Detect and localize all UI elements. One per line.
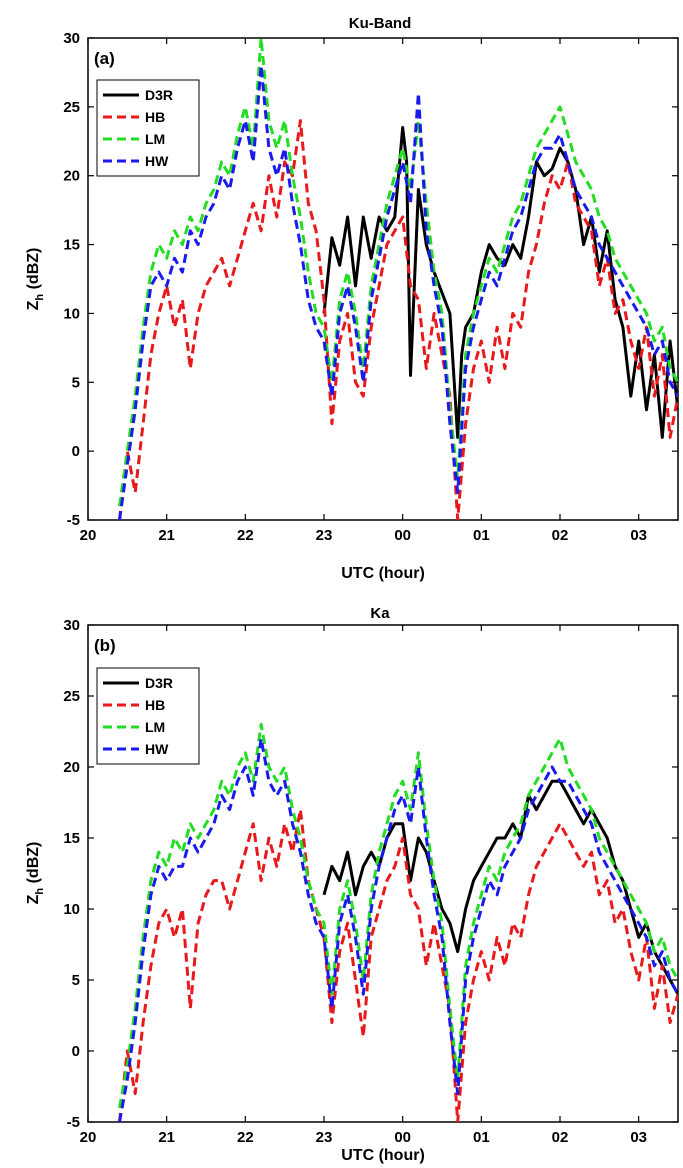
panel-label: (b) bbox=[94, 636, 116, 655]
y-tick-label: 10 bbox=[63, 901, 80, 918]
y-tick-label: -5 bbox=[67, 1114, 80, 1131]
x-tick-label: 20 bbox=[80, 1129, 97, 1146]
x-tick-label: 02 bbox=[552, 527, 569, 544]
series-line-hb bbox=[118, 119, 678, 520]
y-tick-label: 10 bbox=[63, 305, 80, 322]
y-axis-label-unit: (dBZ) bbox=[25, 248, 42, 294]
legend-label-hw: HW bbox=[145, 741, 169, 757]
legend-label-lm: LM bbox=[145, 131, 165, 147]
panel-label: (a) bbox=[94, 49, 115, 68]
x-axis-label: UTC (hour) bbox=[341, 565, 425, 582]
y-tick-label: 15 bbox=[63, 830, 80, 847]
y-axis-label-sub: h bbox=[34, 888, 46, 895]
x-tick-label: 21 bbox=[158, 1129, 175, 1146]
x-tick-label: 22 bbox=[237, 1129, 254, 1146]
series-line-hb bbox=[118, 808, 678, 1122]
legend: D3R HB LM HW bbox=[96, 667, 200, 765]
x-axis-label: UTC (hour) bbox=[341, 1147, 425, 1164]
y-tick-label: 25 bbox=[63, 99, 80, 116]
legend-label-lm: LM bbox=[145, 719, 165, 735]
series-line-lm bbox=[118, 38, 678, 507]
legend-label-hw: HW bbox=[145, 153, 169, 169]
y-axis-label: Zh (dBZ) bbox=[25, 248, 46, 311]
chart-title: Ka bbox=[370, 605, 390, 622]
y-axis-label-main: Z bbox=[25, 300, 42, 310]
y-tick-label: 5 bbox=[72, 374, 80, 391]
y-tick-label: 20 bbox=[63, 759, 80, 776]
series-line-hw bbox=[118, 64, 678, 520]
legend-label-d3r: D3R bbox=[145, 87, 173, 103]
x-tick-label: 20 bbox=[80, 527, 97, 544]
y-tick-label: 0 bbox=[72, 443, 80, 460]
x-tick-label: 22 bbox=[237, 527, 254, 544]
series-line-lm bbox=[118, 722, 678, 1109]
x-tick-label: 23 bbox=[316, 1129, 333, 1146]
y-axis-label-unit: (dBZ) bbox=[25, 842, 42, 888]
x-tick-label: 03 bbox=[630, 1129, 647, 1146]
y-tick-label: 0 bbox=[72, 1043, 80, 1060]
series-line-d3r bbox=[322, 126, 678, 439]
y-tick-label: 25 bbox=[63, 688, 80, 705]
series-lines bbox=[118, 722, 678, 1122]
x-tick-label: 23 bbox=[316, 527, 333, 544]
legend-label-hb: HB bbox=[145, 109, 165, 125]
x-tick-label: 00 bbox=[394, 527, 411, 544]
y-tick-label: 20 bbox=[63, 168, 80, 185]
panel-ku-band: Ku-Band 20 21 22 23 00 01 02 03 -5 0 5 10 15 20 25 30 (… bbox=[25, 15, 679, 582]
y-axis-label-main: Z bbox=[25, 894, 42, 904]
x-tick-label: 00 bbox=[394, 1129, 411, 1146]
y-tick-label: 30 bbox=[63, 617, 80, 634]
chart-title: Ku-Band bbox=[349, 15, 412, 32]
x-tick-label: 21 bbox=[158, 527, 175, 544]
y-tick-label: 15 bbox=[63, 237, 80, 254]
panel-ka: Ka 20 21 22 23 00 01 02 03 -5 0 5 10 15 20 25 30 (b) D3… bbox=[25, 605, 679, 1164]
x-tick-label: 03 bbox=[630, 527, 647, 544]
axis-ticks: 20 21 22 23 00 01 02 03 -5 0 5 10 15 20 25 30 bbox=[63, 30, 678, 544]
x-tick-label: 02 bbox=[552, 1129, 569, 1146]
x-tick-label: 01 bbox=[473, 527, 490, 544]
legend-label-hb: HB bbox=[145, 697, 165, 713]
series-line-hw bbox=[118, 737, 678, 1122]
y-tick-label: 5 bbox=[72, 972, 80, 989]
x-tick-label: 01 bbox=[473, 1129, 490, 1146]
legend-label-d3r: D3R bbox=[145, 675, 173, 691]
series-lines bbox=[118, 38, 678, 520]
y-tick-label: 30 bbox=[63, 30, 80, 47]
legend: D3R HB LM HW bbox=[96, 79, 200, 177]
y-axis-label-sub: h bbox=[34, 294, 46, 301]
axis-ticks: 20 21 22 23 00 01 02 03 -5 0 5 10 15 20 25 30 bbox=[63, 617, 678, 1146]
y-axis-label: Zh (dBZ) bbox=[25, 842, 46, 905]
y-tick-label: -5 bbox=[67, 512, 80, 529]
